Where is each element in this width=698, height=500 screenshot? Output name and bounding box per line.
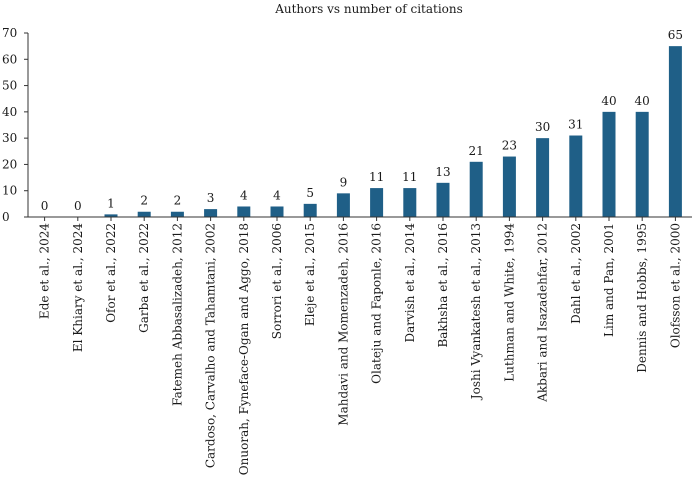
data-label: 5 xyxy=(306,186,314,200)
data-label: 2 xyxy=(174,194,182,208)
x-tick-label: Dennis and Hobbs, 1995 xyxy=(635,223,649,373)
bars xyxy=(104,46,682,218)
bar xyxy=(303,203,317,217)
x-tick-label: Darvish et al., 2014 xyxy=(403,223,417,343)
bar xyxy=(668,46,682,218)
x-tick-label: Olateju and Faponle, 2016 xyxy=(370,223,384,384)
x-tick-label: Ede et al., 2024 xyxy=(38,223,52,319)
data-label: 0 xyxy=(74,199,82,213)
y-axis: 0 10 20 30 40 50 60 70 xyxy=(2,26,29,224)
bar xyxy=(137,211,151,217)
x-tick-label: Akbari and Isazadehfar, 2012 xyxy=(536,223,550,403)
bar xyxy=(536,138,550,217)
data-label: 31 xyxy=(568,118,583,132)
x-axis: Ede et al., 2024 El Khiary et al., 2024 Of… xyxy=(28,216,692,475)
y-tick-label: 70 xyxy=(2,26,17,40)
x-tick-label: Ofor et al., 2022 xyxy=(104,223,118,323)
x-tick-label: Luthman and White, 1994 xyxy=(502,223,516,382)
data-label: 21 xyxy=(469,144,484,158)
bar xyxy=(336,193,350,217)
data-label: 40 xyxy=(601,94,616,108)
bar xyxy=(502,156,516,217)
bar xyxy=(204,209,218,217)
x-tick-label: Onuorah, Fyneface-Ogan and Aggo, 2018 xyxy=(237,223,251,475)
data-label: 4 xyxy=(240,188,248,202)
data-label: 30 xyxy=(535,120,550,134)
x-tick-label: Eleje et al., 2015 xyxy=(303,223,317,326)
bar xyxy=(237,206,251,217)
data-label: 9 xyxy=(340,175,348,189)
x-tick-label: Dahl et al., 2002 xyxy=(569,223,583,324)
data-label: 11 xyxy=(369,170,384,184)
data-label: 40 xyxy=(635,94,650,108)
y-tick-label: 50 xyxy=(2,79,17,93)
x-tick-label: Cardoso, Carvalho and Tahamtani, 2002 xyxy=(204,223,218,468)
x-tick-label: Joshi Vyankatesh et al., 2013 xyxy=(469,223,483,401)
bar xyxy=(104,214,118,217)
data-label: 2 xyxy=(140,194,148,208)
x-tick-label: Olofsson et al., 2000 xyxy=(668,223,682,348)
data-label: 23 xyxy=(502,139,517,153)
bar xyxy=(403,188,417,217)
bar xyxy=(602,111,616,217)
y-tick-label: 40 xyxy=(2,105,17,119)
x-tick-label: Bakhsha et al., 2016 xyxy=(436,223,450,348)
chart-title: Authors vs number of citations xyxy=(274,2,463,16)
x-tick-label: El Khiary et al., 2024 xyxy=(71,223,85,353)
data-label: 3 xyxy=(207,191,215,205)
bar xyxy=(436,182,450,217)
y-tick-label: 60 xyxy=(2,52,17,66)
data-label: 4 xyxy=(273,188,281,202)
x-tick-label: Mahdavi and Momenzadeh, 2016 xyxy=(336,223,350,426)
y-tick-label: 0 xyxy=(2,210,10,224)
x-tick-label: Lim and Pan, 2001 xyxy=(602,223,616,337)
bar xyxy=(469,161,483,217)
x-tick-label: Fatemeh Abbasalizadeh, 2012 xyxy=(170,223,184,406)
data-label: 1 xyxy=(107,196,115,210)
y-tick-label: 20 xyxy=(2,157,17,171)
bar xyxy=(370,188,384,217)
x-tick-label: Sorrori et al., 2006 xyxy=(270,223,284,339)
bar xyxy=(270,206,284,217)
y-tick-label: 30 xyxy=(2,131,17,145)
bar xyxy=(170,211,184,217)
data-label: 0 xyxy=(41,199,49,213)
y-tick-label: 10 xyxy=(2,184,17,198)
bar xyxy=(569,135,583,217)
x-tick-label: Garba et al., 2022 xyxy=(137,223,151,333)
data-label: 65 xyxy=(668,28,683,42)
data-label: 11 xyxy=(402,170,417,184)
data-label: 13 xyxy=(435,165,450,179)
bar xyxy=(635,111,649,217)
